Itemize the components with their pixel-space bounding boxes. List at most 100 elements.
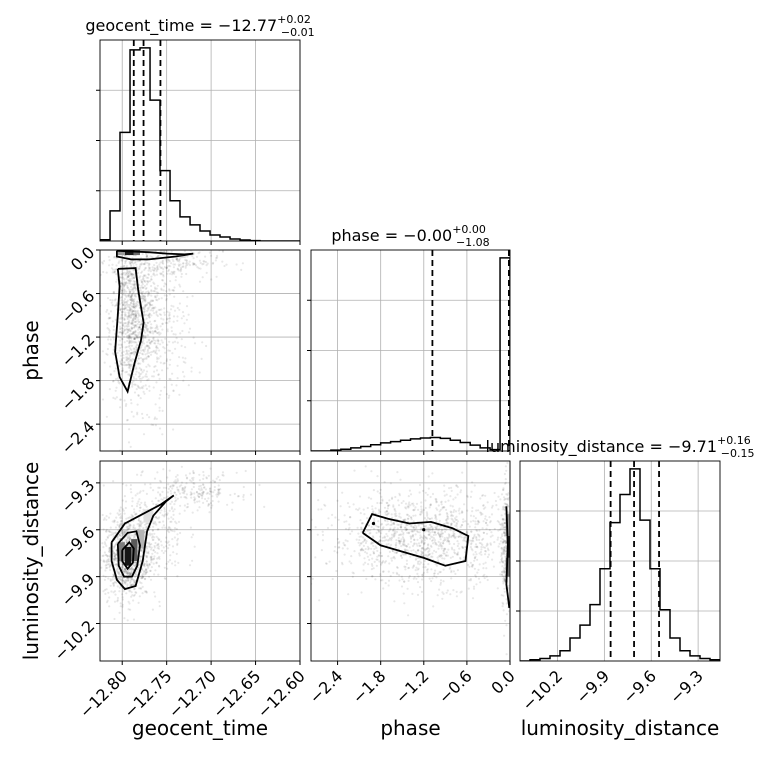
scatter-point [149, 555, 152, 559]
scatter-point [200, 492, 203, 495]
scatter-point [405, 528, 408, 531]
scatter-point [471, 549, 474, 552]
scatter-point [472, 537, 475, 540]
scatter-point [395, 551, 398, 554]
scatter-point [165, 297, 168, 300]
panel-2d-content [100, 465, 266, 622]
scatter-point [125, 264, 128, 267]
scatter-point [129, 282, 132, 285]
scatter-point [112, 582, 115, 585]
scatter-point [140, 522, 143, 525]
scatter-point [411, 566, 414, 569]
scatter-point [141, 283, 144, 286]
contour-line-1 [116, 530, 141, 578]
scatter-point [130, 311, 133, 314]
scatter-point [314, 556, 317, 559]
scatter-point [144, 297, 147, 301]
scatter-point [129, 537, 132, 540]
scatter-point [133, 305, 136, 308]
scatter-point [132, 300, 135, 303]
scatter-point [133, 320, 137, 323]
scatter-point [161, 526, 164, 529]
scatter-point [370, 547, 373, 550]
scatter-point [133, 313, 136, 316]
scatter-point [119, 346, 122, 350]
scatter-point [167, 268, 170, 271]
scatter-point [521, 574, 523, 576]
scatter-point [514, 579, 516, 581]
scatter-point [155, 344, 158, 348]
scatter-point [166, 491, 169, 494]
scatter-point [115, 304, 118, 307]
scatter-point [198, 500, 201, 503]
scatter-point [380, 501, 383, 505]
scatter-point [114, 367, 117, 370]
scatter-point [134, 333, 137, 336]
scatter-point [144, 304, 147, 307]
scatter-point [129, 308, 132, 311]
scatter-point [191, 559, 194, 562]
scatter-point [396, 523, 399, 526]
scatter-point [108, 550, 111, 553]
scatter-point [412, 502, 415, 505]
scatter-point [140, 575, 143, 578]
scatter-point [428, 533, 431, 537]
scatter-point [152, 423, 155, 427]
scatter-point [172, 389, 175, 392]
scatter-point [131, 313, 135, 316]
scatter-point [458, 547, 461, 550]
scatter-point [128, 306, 131, 309]
scatter-point [142, 295, 145, 298]
scatter-point [143, 274, 146, 277]
scatter-point [161, 490, 164, 493]
scatter-point [140, 322, 143, 326]
scatter-point [471, 563, 474, 566]
scatter-point [421, 578, 424, 581]
scatter-point [174, 500, 177, 503]
scatter-point [95, 270, 97, 272]
y-tick-label-luminosity_distance: −10.2 [50, 616, 98, 664]
scatter-point [142, 570, 145, 573]
scatter-point [362, 549, 365, 552]
scatter-point [111, 520, 114, 523]
scatter-point [370, 525, 373, 529]
x-tick-label-luminosity_distance: −10.2 [518, 666, 566, 714]
scatter-point [503, 472, 506, 476]
scatter-point [140, 555, 143, 558]
scatter-point [317, 508, 320, 511]
scatter-point [217, 500, 220, 503]
scatter-point [198, 485, 201, 488]
scatter-point [133, 295, 136, 298]
scatter-point [399, 525, 403, 528]
scatter-point [165, 562, 168, 565]
scatter-point [119, 602, 122, 605]
scatter-point [117, 570, 120, 573]
scatter-point [413, 576, 416, 579]
scatter-point [152, 306, 155, 309]
scatter-point [502, 508, 505, 511]
scatter-point [125, 540, 128, 544]
scatter-point [358, 544, 361, 547]
scatter-point [108, 548, 111, 551]
scatter-point [316, 533, 319, 536]
scatter-point [422, 573, 425, 576]
scatter-point [126, 269, 129, 272]
scatter-point [136, 311, 139, 314]
scatter-point [398, 541, 401, 544]
scatter-point [502, 577, 505, 580]
scatter-point [176, 539, 179, 542]
scatter-point [112, 583, 115, 586]
scatter-point [109, 298, 112, 302]
scatter-point [168, 317, 171, 320]
scatter-point [418, 531, 421, 534]
scatter-point [146, 255, 149, 258]
scatter-point [142, 277, 145, 280]
scatter-point [489, 543, 492, 546]
scatter-point [198, 492, 201, 495]
scatter-point [168, 314, 171, 317]
scatter-point [185, 259, 188, 262]
scatter-point [124, 311, 127, 314]
scatter-point [184, 361, 187, 364]
scatter-point [164, 496, 167, 499]
scatter-point [396, 566, 399, 570]
